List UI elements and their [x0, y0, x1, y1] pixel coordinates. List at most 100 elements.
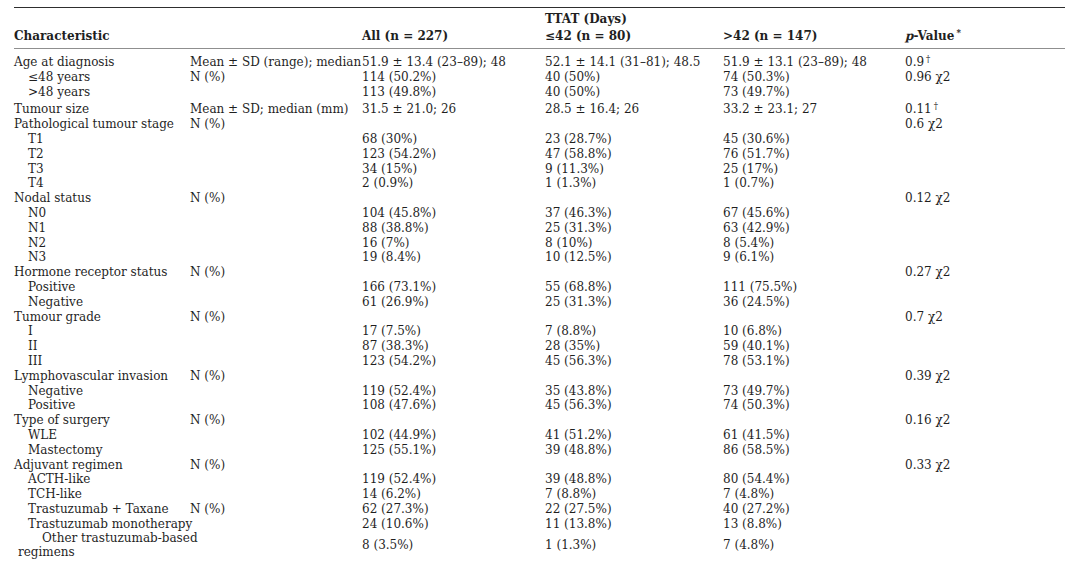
cell-descriptor: N (%)	[190, 310, 362, 325]
cell-gt42: 63 (42.9%)	[723, 221, 905, 236]
cell-characteristic: III	[14, 354, 190, 369]
cell-characteristic: >48 years	[14, 85, 190, 100]
cell-le42: 41 (51.2%)	[545, 428, 723, 443]
cell-all: 123 (54.2%)	[362, 354, 545, 369]
cell-gt42: 33.2 ± 23.1; 27	[723, 102, 905, 117]
table-row: III123 (54.2%)45 (56.3%)78 (53.1%)	[14, 354, 1065, 369]
cell-characteristic: ACTH-like	[14, 472, 190, 487]
cell-gt42: 74 (50.3%)	[723, 70, 905, 85]
cell-all: 62 (27.3%)	[362, 502, 545, 517]
cell-characteristic: Negative	[14, 384, 190, 399]
cell-characteristic: Trastuzumab monotherapy	[14, 517, 190, 532]
cell-p-value: 0.7 χ2	[905, 310, 1065, 325]
cell-all: 113 (49.8%)	[362, 85, 545, 100]
cell-gt42: 8 (5.4%)	[723, 236, 905, 251]
table-row: Hormone receptor statusN (%)0.27 χ2	[14, 265, 1065, 280]
cell-descriptor: N (%)	[190, 369, 362, 384]
cell-le42: 40 (50%)	[545, 85, 723, 100]
cell-le42: 8 (10%)	[545, 236, 723, 251]
cell-p-value: 0.96 χ2	[905, 70, 1065, 85]
header-gt42: >42 (n = 147)	[723, 29, 905, 44]
table-body: Age at diagnosisMean ± SD (range); media…	[14, 49, 1065, 560]
cell-characteristic: Positive	[14, 398, 190, 413]
cell-all: 68 (30%)	[362, 132, 545, 147]
cell-gt42: 7 (4.8%)	[723, 487, 905, 502]
cell-characteristic: N0	[14, 206, 190, 221]
cell-le42: 1 (1.3%)	[545, 538, 723, 553]
cell-all: 102 (44.9%)	[362, 428, 545, 443]
cell-all: 17 (7.5%)	[362, 324, 545, 339]
table-row: ACTH-like119 (52.4%)39 (48.8%)80 (54.4%)	[14, 472, 1065, 487]
cell-le42: 10 (12.5%)	[545, 250, 723, 265]
cell-characteristic: I	[14, 324, 190, 339]
table-row: Negative 119 (52.4%)35 (43.8%)73 (49.7%)	[14, 384, 1065, 399]
cell-characteristic: T3	[14, 162, 190, 177]
cell-gt42: 86 (58.5%)	[723, 443, 905, 458]
column-header-row: Characteristic All (n = 227) ≤42 (n = 80…	[14, 26, 1065, 44]
cell-gt42: 10 (6.8%)	[723, 324, 905, 339]
cell-le42: 28.5 ± 16.4; 26	[545, 102, 723, 117]
cell-le42: 25 (31.3%)	[545, 221, 723, 236]
cell-p-value: 0.12 χ2	[905, 191, 1065, 206]
cell-all: 166 (73.1%)	[362, 280, 545, 295]
cell-gt42: 36 (24.5%)	[723, 295, 905, 310]
table-row: Adjuvant regimenN (%) 0.33 χ2	[14, 458, 1065, 473]
cell-le42: 23 (28.7%)	[545, 132, 723, 147]
cell-characteristic: Adjuvant regimen	[14, 458, 190, 473]
cell-characteristic: Positive	[14, 280, 190, 295]
cell-characteristic: Tumour grade	[14, 310, 190, 325]
cell-gt42: 73 (49.7%)	[723, 85, 905, 100]
cell-descriptor: N (%)	[190, 70, 362, 85]
table-row: >48 years 113 (49.8%)40 (50%)73 (49.7%)	[14, 85, 1065, 100]
cell-p-value: 0.33 χ2	[905, 458, 1065, 473]
cell-characteristic: Nodal status	[14, 191, 190, 206]
patient-characteristics-table: TTAT (Days) Characteristic All (n = 227)…	[0, 0, 1080, 565]
cell-characteristic: WLE	[14, 428, 190, 443]
cell-characteristic: T4	[14, 176, 190, 191]
spanner-row: TTAT (Days)	[14, 12, 1065, 26]
cell-characteristic: N2	[14, 236, 190, 251]
table-row: Trastuzumab monotherapy24 (10.6%)11 (13.…	[14, 517, 1065, 532]
cell-all: 114 (50.2%)	[362, 70, 545, 85]
table-row: Pathological tumour stageN (%)0.6 χ2	[14, 117, 1065, 132]
table-row: Type of surgeryN (%)0.16 χ2	[14, 413, 1065, 428]
cell-characteristic: T2	[14, 147, 190, 162]
table-row: T334 (15%)9 (11.3%)25 (17%)	[14, 162, 1065, 177]
table-row: Negative 61 (26.9%)25 (31.3%)36 (24.5%)	[14, 295, 1065, 310]
cell-gt42: 73 (49.7%)	[723, 384, 905, 399]
cell-characteristic: II	[14, 339, 190, 354]
spanner-ttat-days: TTAT (Days)	[545, 12, 723, 26]
cell-characteristic: Negative	[14, 295, 190, 310]
cell-gt42: 51.9 ± 13.1 (23–89); 48	[723, 55, 905, 70]
table-row: T42 (0.9%)1 (1.3%)1 (0.7%)	[14, 176, 1065, 191]
cell-all: 61 (26.9%)	[362, 295, 545, 310]
table-top-rule	[14, 7, 1065, 8]
cell-all: 51.9 ± 13.4 (23–89); 48	[362, 55, 545, 70]
cell-gt42: 40 (27.2%)	[723, 502, 905, 517]
cell-le42: 22 (27.5%)	[545, 502, 723, 517]
cell-le42: 45 (56.3%)	[545, 354, 723, 369]
cell-characteristic: Type of surgery	[14, 413, 190, 428]
header-p-rest: -Value	[913, 29, 954, 43]
cell-characteristic: Trastuzumab + Taxane	[14, 502, 190, 517]
cell-gt42: 25 (17%)	[723, 162, 905, 177]
table-row: Positive108 (47.6%)45 (56.3%)74 (50.3%)	[14, 398, 1065, 413]
table-row: WLE102 (44.9%)41 (51.2%)61 (41.5%)	[14, 428, 1065, 443]
cell-le42: 28 (35%)	[545, 339, 723, 354]
cell-le42: 7 (8.8%)	[545, 487, 723, 502]
cell-all: 119 (52.4%)	[362, 384, 545, 399]
table-row: Trastuzumab + TaxaneN (%)62 (27.3%)22 (2…	[14, 502, 1065, 517]
cell-le42: 35 (43.8%)	[545, 384, 723, 399]
table-row: Positive166 (73.1%)55 (68.8%)111 (75.5%)	[14, 280, 1065, 295]
table-row: T2123 (54.2%)47 (58.8%)76 (51.7%)	[14, 147, 1065, 162]
cell-descriptor: N (%)	[190, 458, 362, 473]
cell-all: 24 (10.6%)	[362, 517, 545, 532]
cell-le42: 25 (31.3%)	[545, 295, 723, 310]
p-value-dagger: †	[926, 54, 930, 64]
cell-all: 31.5 ± 21.0; 26	[362, 102, 545, 117]
cell-all: 119 (52.4%)	[362, 472, 545, 487]
table-row: N216 (7%)8 (10%)8 (5.4%)	[14, 236, 1065, 251]
header-characteristic: Characteristic	[14, 29, 190, 44]
table-row: N0104 (45.8%)37 (46.3%)67 (45.6%)	[14, 206, 1065, 221]
table-row: I17 (7.5%)7 (8.8%)10 (6.8%)	[14, 324, 1065, 339]
